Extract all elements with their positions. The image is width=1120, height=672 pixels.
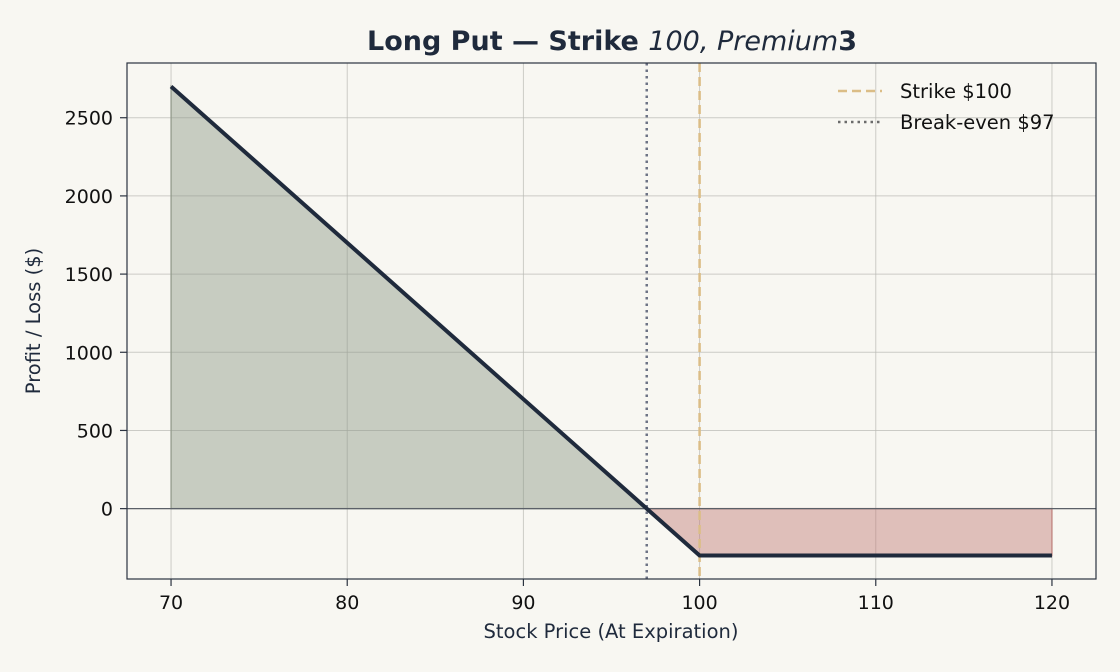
legend-break-even-label: Break-even $97 bbox=[900, 111, 1055, 134]
y-tick-label: 1000 bbox=[65, 342, 113, 364]
x-tick-label: 80 bbox=[335, 592, 359, 614]
series-lines bbox=[169, 84, 1052, 558]
reference-lines bbox=[127, 63, 1096, 579]
x-tick-label: 70 bbox=[159, 592, 183, 614]
y-tick-label: 2000 bbox=[65, 186, 113, 208]
y-tick-label: 2500 bbox=[65, 108, 113, 130]
chart-title-bold: Long Put — Strike bbox=[367, 26, 648, 57]
x-axis-label: Stock Price (At Expiration) bbox=[484, 620, 739, 643]
x-tick-label: 110 bbox=[858, 592, 894, 614]
y-tick-label: 0 bbox=[101, 499, 113, 521]
legend-strike-label: Strike $100 bbox=[900, 80, 1012, 103]
chart-title: Long Put — Strike 100, Premium3 bbox=[367, 26, 857, 57]
x-tick-label: 120 bbox=[1034, 592, 1070, 614]
loss-area bbox=[644, 507, 1053, 557]
legend: Strike $100 Break-even $97 bbox=[838, 80, 1055, 134]
x-tick-label: 90 bbox=[511, 592, 535, 614]
axis-ticks: 70 80 90 100 110 120 0 500 1000 1500 2000 2500 bbox=[65, 108, 1070, 614]
payoff-line bbox=[169, 84, 1052, 558]
chart-title-math: 100, Premium bbox=[648, 26, 838, 57]
y-tick-label: 1500 bbox=[65, 264, 113, 286]
x-tick-label: 100 bbox=[681, 592, 717, 614]
y-axis-label: Profit / Loss ($) bbox=[22, 248, 45, 394]
plot-frame bbox=[126, 62, 1097, 580]
chart-title-tail: 3 bbox=[838, 26, 857, 57]
y-tick-label: 500 bbox=[77, 420, 113, 442]
